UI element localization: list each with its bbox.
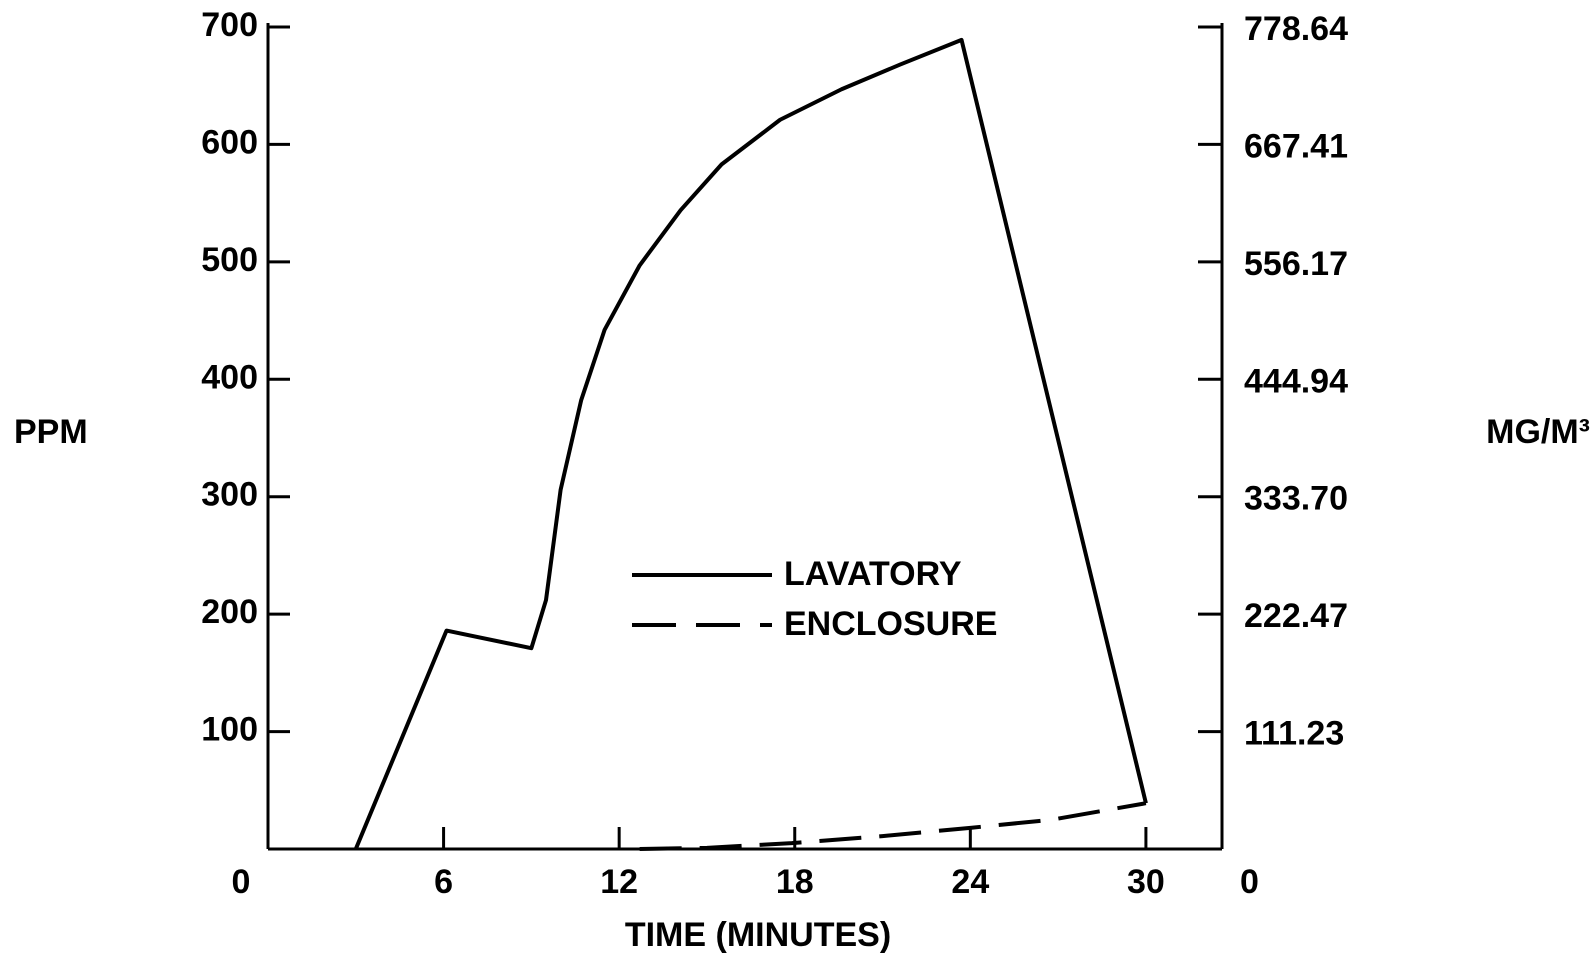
x-tick-label: 0 (232, 863, 251, 901)
y2-axis-title: MG/M³ (1486, 413, 1590, 451)
legend-label: ENCLOSURE (784, 605, 997, 643)
x-tick-label: 24 (951, 863, 989, 901)
x-tick-label: 18 (776, 863, 814, 901)
x-axis-title: TIME (MINUTES) (625, 916, 891, 954)
y2-tick-label: 222.47 (1244, 597, 1348, 635)
y2-tick-label: 778.64 (1244, 10, 1348, 48)
y2-tick-label: 333.70 (1244, 480, 1348, 518)
y-tick-label: 400 (201, 358, 258, 396)
y2-tick-label: 556.17 (1244, 245, 1348, 283)
line-series (639, 801, 1147, 851)
y2-tick-label: 667.41 (1244, 127, 1348, 165)
x-tick-label: 6 (434, 863, 453, 901)
y2-tick-label: 111.23 (1244, 715, 1344, 753)
y-tick-label: 500 (201, 241, 258, 279)
y-tick-label: 300 (201, 476, 258, 514)
y2-tick-label: 0 (1240, 863, 1259, 901)
y-axis-title: PPM (14, 413, 88, 451)
y2-tick-label: 444.94 (1244, 362, 1348, 400)
line-series (353, 37, 1148, 850)
x-tick-label: 30 (1127, 863, 1165, 901)
y-tick-label: 600 (201, 123, 258, 161)
legend-label: LAVATORY (784, 555, 962, 593)
y-tick-label: 100 (201, 711, 258, 749)
x-tick-label: 12 (600, 863, 638, 901)
y-tick-label: 200 (201, 593, 258, 631)
y-tick-label: 700 (201, 6, 258, 44)
